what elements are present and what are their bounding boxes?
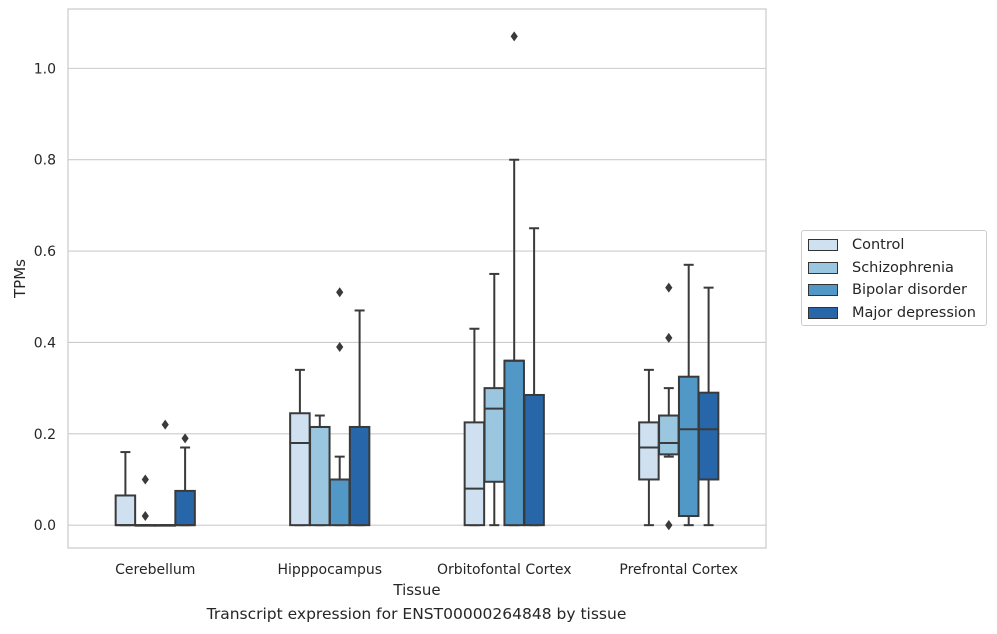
legend-item-control: Control <box>808 234 986 257</box>
y-tick-labels: 0.0 0.2 0.4 0.6 0.8 1.0 <box>34 61 56 534</box>
legend: Control Schizophrenia Bipolar disorder M… <box>801 230 987 326</box>
box-body <box>697 391 720 481</box>
box <box>154 419 176 527</box>
box-body <box>114 494 137 527</box>
legend-swatch-major-depression <box>808 306 838 319</box>
outlier-point <box>141 511 149 522</box>
box-body <box>289 412 311 527</box>
box <box>134 474 157 527</box>
box <box>638 368 660 527</box>
box <box>677 263 700 527</box>
box-series <box>114 31 720 531</box>
box <box>328 287 351 527</box>
box-body <box>523 393 545 527</box>
box-body <box>348 425 371 527</box>
box-body <box>658 414 680 456</box>
box-body <box>677 375 700 518</box>
outlier-point <box>665 282 673 293</box>
legend-label-major-depression: Major depression <box>852 304 976 321</box>
legend-label-schizophrenia: Schizophrenia <box>852 259 954 276</box>
outlier-point <box>665 332 673 343</box>
box-body <box>483 387 506 483</box>
box <box>483 272 506 527</box>
x-tick-label: Orbitofontal Cortex <box>437 562 572 578</box>
box <box>523 227 545 527</box>
y-tick-label: 1.0 <box>34 61 56 77</box>
box <box>658 282 680 531</box>
box <box>309 414 331 527</box>
legend-item-major-depression: Major depression <box>808 302 986 325</box>
plot-frame <box>67 8 767 549</box>
box <box>463 327 486 527</box>
box-body <box>638 421 660 481</box>
chart-caption: Transcript expression for ENST0000026484… <box>206 605 627 623</box>
y-tick-label: 0.8 <box>34 153 56 169</box>
grid-lines <box>68 67 766 526</box>
x-tick-label: Hipppocampus <box>277 562 382 578</box>
legend-swatch-control <box>808 239 838 252</box>
outlier-point <box>161 419 169 430</box>
box-body <box>463 421 486 527</box>
x-tick-label: Prefrontal Cortex <box>619 562 738 578</box>
box-body <box>174 489 196 527</box>
box <box>174 433 196 527</box>
legend-label-control: Control <box>852 237 905 254</box>
x-tick-label: Cerebellum <box>115 562 195 578</box>
box-body <box>309 425 331 527</box>
box-body <box>503 359 525 527</box>
box <box>289 368 311 527</box>
legend-swatch-schizophrenia <box>808 261 838 274</box>
box <box>697 286 720 527</box>
y-tick-label: 0.2 <box>34 427 56 443</box>
y-axis-label: TPMs <box>11 259 29 299</box>
outlier-point <box>141 474 149 485</box>
y-tick-label: 0.0 <box>34 518 56 534</box>
box <box>114 451 137 527</box>
legend-item-schizophrenia: Schizophrenia <box>808 257 986 280</box>
box <box>348 309 371 527</box>
y-tick-label: 0.4 <box>34 335 56 351</box>
legend-label-bipolar-disorder: Bipolar disorder <box>852 282 967 299</box>
outlier-point <box>336 287 344 298</box>
box <box>503 31 525 527</box>
x-axis-label: Tissue <box>392 581 440 599</box>
outlier-point <box>336 342 344 353</box>
legend-item-bipolar-disorder: Bipolar disorder <box>808 279 986 302</box>
outlier-point <box>665 520 673 531</box>
box-body <box>328 478 351 527</box>
legend-swatch-bipolar-disorder <box>808 284 838 297</box>
y-tick-label: 0.6 <box>34 244 56 260</box>
x-tick-labels: Cerebellum Hipppocampus Orbitofontal Corte… <box>115 562 738 578</box>
outlier-point <box>181 433 189 444</box>
outlier-point <box>510 31 518 42</box>
